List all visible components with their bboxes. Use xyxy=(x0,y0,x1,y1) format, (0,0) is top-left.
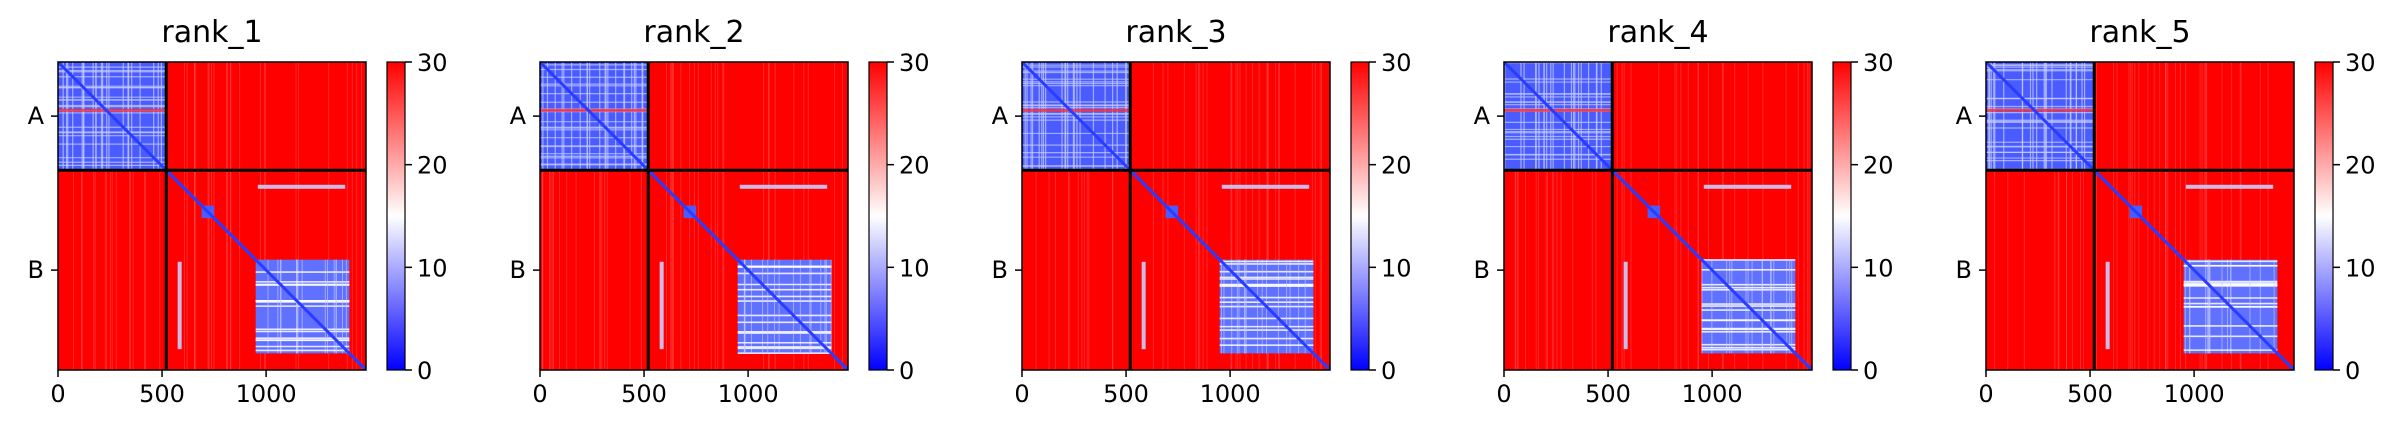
colorbar xyxy=(1350,61,1370,371)
y-tick-label-b: B xyxy=(992,256,1008,284)
y-tick-label-a: A xyxy=(1474,102,1491,130)
chart-title: rank_2 xyxy=(643,15,744,50)
colorbar-tick-label: 10 xyxy=(1863,254,1894,282)
colorbar-tick-label: 30 xyxy=(417,49,448,77)
x-tick-label: 1000 xyxy=(236,380,297,408)
y-tick-label-b: B xyxy=(28,256,44,284)
heatmap xyxy=(540,62,848,370)
axes-frame xyxy=(1985,61,2295,371)
colorbar xyxy=(2314,61,2334,371)
chart-title: rank_3 xyxy=(1125,15,1226,50)
pae-plot-1: rank_1 0 500 1000 A B 0 10 20 30 xyxy=(28,15,448,408)
heatmap xyxy=(58,62,366,370)
chart-title: rank_1 xyxy=(161,15,262,50)
x-tick-label: 0 xyxy=(50,380,65,408)
heatmap xyxy=(1022,62,1330,370)
colorbar-tick-label: 20 xyxy=(1863,152,1894,180)
x-tick-label: 500 xyxy=(1103,380,1149,408)
x-tick-label: 0 xyxy=(1978,380,1993,408)
y-tick-label-a: A xyxy=(510,102,527,130)
y-tick-label-a: A xyxy=(1956,102,1973,130)
pae-plot-3: rank_3 0 500 1000 A B 0 10 20 30 xyxy=(992,15,1412,408)
colorbar xyxy=(386,61,406,371)
colorbar xyxy=(868,61,888,371)
x-tick-label: 0 xyxy=(1496,380,1511,408)
x-tick-label: 1000 xyxy=(1200,380,1261,408)
colorbar-tick-label: 0 xyxy=(899,357,914,385)
chart-panel-4: rank_4 0 500 1000 A B 0 10 20 30 xyxy=(1446,0,1926,438)
chart-title: rank_5 xyxy=(2089,15,2190,50)
x-tick-label: 500 xyxy=(621,380,667,408)
colorbar-tick-label: 10 xyxy=(2345,254,2376,282)
colorbar-tick-label: 20 xyxy=(417,152,448,180)
colorbar-tick-label: 30 xyxy=(1863,49,1894,77)
colorbar-tick-label: 20 xyxy=(1381,152,1412,180)
y-tick-label-a: A xyxy=(992,102,1009,130)
colorbar xyxy=(1832,61,1852,371)
colorbar-tick-label: 30 xyxy=(1381,49,1412,77)
pae-plot-4: rank_4 0 500 1000 A B 0 10 20 30 xyxy=(1474,15,1894,408)
colorbar-tick-label: 10 xyxy=(417,254,448,282)
chart-panel-1: rank_1 0 500 1000 A B 0 10 20 30 xyxy=(0,0,480,438)
colorbar-tick-label: 0 xyxy=(1863,357,1878,385)
axes-frame xyxy=(539,61,849,371)
y-tick-label-b: B xyxy=(510,256,526,284)
x-tick-label: 0 xyxy=(1014,380,1029,408)
x-tick-label: 1000 xyxy=(1682,380,1743,408)
axes-frame xyxy=(57,61,367,371)
chart-panel-3: rank_3 0 500 1000 A B 0 10 20 30 xyxy=(964,0,1444,438)
x-tick-label: 1000 xyxy=(2164,380,2225,408)
axes-frame xyxy=(1021,61,1331,371)
x-tick-label: 500 xyxy=(2067,380,2113,408)
y-tick-label-b: B xyxy=(1474,256,1490,284)
axes-frame xyxy=(1503,61,1813,371)
colorbar-tick-label: 30 xyxy=(2345,49,2376,77)
x-tick-label: 1000 xyxy=(718,380,779,408)
colorbar-tick-label: 20 xyxy=(899,152,930,180)
colorbar-tick-label: 10 xyxy=(1381,254,1412,282)
y-tick-label-b: B xyxy=(1956,256,1972,284)
heatmap xyxy=(1986,62,2294,370)
colorbar-tick-label: 0 xyxy=(1381,357,1396,385)
chart-title: rank_4 xyxy=(1607,15,1708,50)
colorbar-tick-label: 30 xyxy=(899,49,930,77)
y-tick-label-a: A xyxy=(28,102,45,130)
x-tick-label: 0 xyxy=(532,380,547,408)
x-tick-label: 500 xyxy=(139,380,185,408)
colorbar-tick-label: 20 xyxy=(2345,152,2376,180)
x-tick-label: 500 xyxy=(1585,380,1631,408)
pae-plot-5: rank_5 0 500 1000 A B 0 10 20 30 xyxy=(1956,15,2376,408)
colorbar-tick-label: 0 xyxy=(2345,357,2360,385)
heatmap xyxy=(1504,62,1812,370)
chart-panel-2: rank_2 0 500 1000 A B 0 10 20 30 xyxy=(482,0,962,438)
colorbar-tick-label: 0 xyxy=(417,357,432,385)
colorbar-tick-label: 10 xyxy=(899,254,930,282)
pae-plot-2: rank_2 0 500 1000 A B 0 10 20 30 xyxy=(510,15,930,408)
chart-panel-5: rank_5 0 500 1000 A B 0 10 20 30 xyxy=(1928,0,2400,438)
